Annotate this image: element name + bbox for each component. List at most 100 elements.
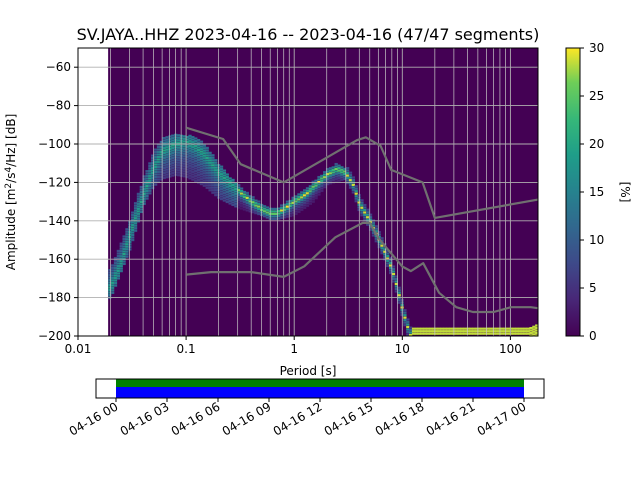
heatmap-cell	[280, 216, 284, 220]
heatmap-cell	[165, 176, 169, 179]
heatmap-cell	[145, 190, 149, 193]
heatmap-cell	[168, 157, 172, 161]
heatmap-cell	[185, 175, 189, 179]
heatmap-cell	[228, 194, 232, 198]
heatmap-cell	[303, 189, 307, 192]
heatmap-cell	[406, 325, 410, 329]
heatmap-cell	[500, 327, 505, 330]
heatmap-cell	[254, 212, 258, 215]
heatmap-cell	[208, 164, 212, 167]
heatmap-cell	[323, 178, 327, 181]
heatmap-cell	[308, 190, 313, 193]
heatmap-cell	[171, 174, 175, 177]
heatmap-cell	[185, 135, 189, 139]
heatmap-cell	[383, 255, 387, 258]
heatmap-cell	[194, 152, 198, 155]
y-tick-label: −180	[38, 291, 71, 305]
heatmap-cell	[205, 156, 209, 159]
heatmap-cell	[311, 190, 315, 193]
heatmap-cell	[142, 177, 146, 180]
heatmap-cell	[125, 243, 129, 246]
heatmap-cell	[280, 209, 284, 212]
heatmap-cell	[208, 161, 212, 164]
heatmap-cell	[515, 327, 519, 330]
heatmap-cell	[239, 207, 244, 210]
heatmap-cell	[214, 176, 218, 179]
heatmap-cell	[300, 201, 304, 204]
heatmap-cell	[148, 187, 152, 190]
heatmap-cell	[380, 249, 384, 252]
heatmap-cell	[234, 185, 238, 188]
x-tick-label: 10	[395, 342, 410, 356]
heatmap-cell	[162, 136, 166, 140]
heatmap-cell	[426, 332, 430, 335]
heatmap-cell	[148, 184, 152, 187]
heatmap-cell	[532, 328, 536, 331]
heatmap-cell	[182, 140, 186, 143]
heatmap-cell	[231, 188, 235, 192]
heatmap-cell	[199, 165, 204, 168]
heatmap-cell	[194, 179, 198, 183]
heatmap-cell	[354, 187, 358, 190]
heatmap-cell	[371, 224, 376, 227]
heatmap-cell	[133, 217, 138, 220]
heatmap-cell	[122, 255, 126, 258]
heatmap-cell	[148, 192, 152, 195]
heatmap-cell	[156, 153, 161, 156]
heatmap-cell	[291, 206, 295, 209]
heatmap-cell	[156, 145, 161, 149]
heatmap-cell	[122, 245, 126, 248]
heatmap-cell	[340, 176, 344, 179]
y-tick-label: −140	[38, 214, 71, 228]
heatmap-cell	[142, 175, 146, 178]
heatmap-cell	[208, 156, 212, 159]
heatmap-cell	[446, 330, 450, 333]
heatmap-cell	[403, 309, 407, 312]
heatmap-cell	[323, 173, 327, 176]
heatmap-cell	[171, 166, 175, 170]
heatmap-cell	[219, 168, 224, 171]
heatmap-cell	[532, 330, 536, 333]
heatmap-cell	[386, 257, 390, 260]
heatmap-cell	[108, 281, 112, 284]
heatmap-cell	[214, 171, 218, 174]
heatmap-cell	[199, 180, 204, 183]
plot-frame	[77, 47, 539, 337]
heatmap-cell	[176, 151, 181, 154]
heatmap-cell	[328, 172, 333, 175]
heatmap-cell	[133, 224, 138, 227]
heatmap-cell	[131, 216, 135, 219]
heatmap-cell	[449, 332, 453, 335]
heatmap-cell	[222, 199, 227, 202]
heatmap-cell	[136, 207, 141, 210]
heatmap-cell	[234, 202, 238, 205]
heatmap-cell	[317, 188, 321, 191]
heatmap-cell	[148, 189, 152, 192]
heatmap-cell	[328, 179, 333, 182]
heatmap-cell	[472, 330, 476, 333]
heatmap-cell	[234, 182, 238, 185]
heatmap-cell	[159, 160, 163, 164]
heatmap-cell	[116, 252, 120, 255]
heatmap-cell	[125, 250, 129, 253]
heatmap-cell	[142, 182, 146, 185]
heatmap-cell	[469, 327, 473, 330]
heatmap-cell	[414, 330, 419, 333]
heatmap-cell	[211, 166, 215, 169]
heatmap-cell	[254, 204, 258, 207]
heatmap-cell	[202, 169, 206, 172]
heatmap-cell	[142, 185, 146, 188]
heatmap-cell	[208, 184, 212, 187]
heatmap-cell	[325, 180, 330, 183]
heatmap-cell	[297, 205, 301, 208]
heatmap-cell	[237, 194, 241, 197]
heatmap-cell	[391, 265, 396, 268]
heatmap-cell	[337, 167, 341, 170]
heatmap-cell	[431, 330, 436, 333]
heatmap-cell	[423, 332, 427, 335]
heatmap-cell	[199, 145, 204, 148]
heatmap-cell	[159, 170, 163, 174]
heatmap-cell	[156, 143, 161, 146]
heatmap-cell	[409, 329, 413, 332]
heatmap-cell	[285, 203, 290, 206]
